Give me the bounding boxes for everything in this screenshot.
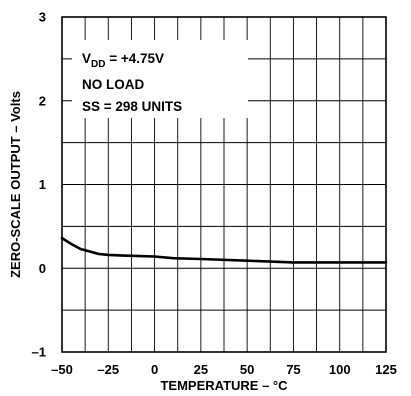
y-tick-label: 3 bbox=[39, 10, 46, 25]
y-tick-label: 1 bbox=[39, 177, 46, 192]
x-tick-label: –50 bbox=[51, 362, 73, 377]
x-tick-label: 50 bbox=[240, 362, 254, 377]
y-tick-label: 2 bbox=[39, 93, 46, 108]
x-tick-label: 125 bbox=[375, 362, 397, 377]
series-line bbox=[60, 236, 388, 264]
x-tick-label: 100 bbox=[329, 362, 351, 377]
x-tick-label: 0 bbox=[151, 362, 158, 377]
x-tick-label: 25 bbox=[194, 362, 208, 377]
annotation-vdd: VDD = +4.75V bbox=[82, 51, 164, 70]
plot-frame bbox=[61, 16, 387, 353]
annotation-vdd-subscript: DD bbox=[91, 59, 105, 70]
x-tick-label: 75 bbox=[286, 362, 300, 377]
annotation-ss: SS = 298 UNITS bbox=[82, 99, 182, 114]
annotation-vdd-value: = +4.75V bbox=[105, 51, 164, 66]
annotation-background bbox=[72, 40, 248, 118]
annotation-vdd-prefix: V bbox=[82, 51, 91, 66]
tick-labels: –50 –25 0 25 50 75 100 125 –1 0 1 2 3 bbox=[32, 10, 397, 378]
y-tick-label: 0 bbox=[39, 261, 46, 276]
y-axis-label: ZERO-SCALE OUTPUT – Volts bbox=[8, 91, 23, 278]
y-tick-label: –1 bbox=[32, 345, 46, 360]
x-tick-label: –25 bbox=[97, 362, 119, 377]
annotation-no-load: NO LOAD bbox=[82, 77, 144, 92]
x-axis-label: TEMPERATURE – °C bbox=[160, 378, 288, 393]
